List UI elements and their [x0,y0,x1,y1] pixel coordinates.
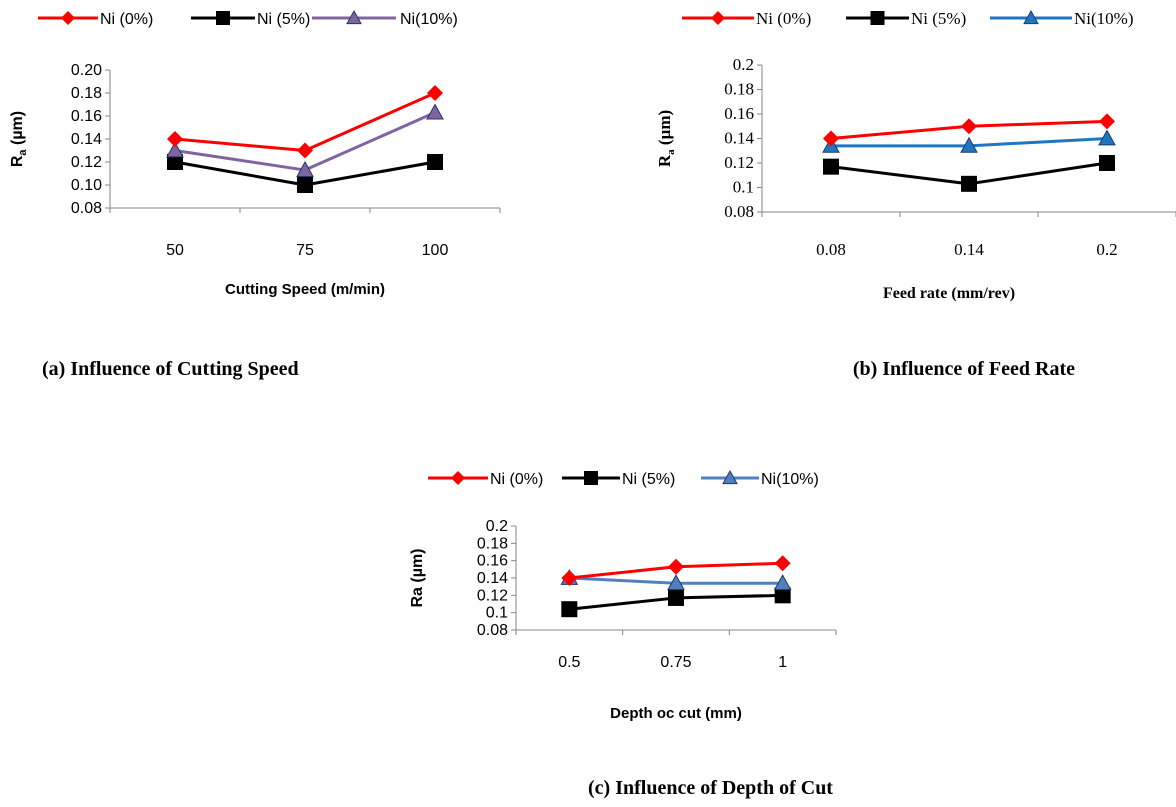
x-axis-title: Feed rate (mm/rev) [883,285,1015,302]
data-point-s1-p2 [774,587,791,604]
legend-marker [216,11,230,25]
y-tick-label: 0.20 [71,62,102,79]
y-tick-label: 0.12 [724,153,754,172]
data-point-s1-p1 [668,589,684,606]
y-axis-title: Ra (µm) [409,549,426,608]
x-tick-label: 75 [296,242,314,259]
y-axis-title-sub: a [17,149,29,156]
y-tick-label: 0.16 [724,104,754,123]
y-tick-label: 0.12 [71,154,102,171]
y-axis-title-main: R [655,154,674,167]
data-point-s0-p2 [774,555,791,572]
x-axis-title: Cutting Speed (m/min) [225,281,385,298]
y-tick-label: 0.08 [477,622,508,639]
data-point-s1-p2 [1099,155,1115,171]
y-axis-title-sub: a [665,149,677,155]
data-point-s2-p1 [296,161,314,177]
legend-label: Ni(10%) [761,471,819,488]
y-axis-title-unit: (µm) [9,111,26,150]
data-point-s2-p2 [1098,129,1116,146]
x-axis-title: Depth oc cut (mm) [610,705,742,722]
data-point-s1-p0 [167,154,183,170]
y-tick-label: 0.1 [733,178,754,197]
legend-label: Ni (0%) [756,9,811,28]
legend-label: Ni (5%) [911,9,966,28]
data-point-s2-p2 [773,574,792,591]
x-tick-label: 0.08 [816,240,846,259]
y-tick-label: 0.2 [733,55,754,74]
y-tick-label: 0.2 [486,518,508,535]
chart-2: 0.080.10.120.140.160.180.2 0.5 0.75 1 Depth … [409,469,837,799]
y-tick-label: 0.14 [724,129,754,148]
data-point-s0-p0 [167,131,183,147]
legend-marker [722,469,738,485]
legend-label: Ni (0%) [490,471,543,488]
data-point-s0-p1 [668,558,684,575]
data-point-s2-p2 [426,103,444,120]
y-tick-label: 0.12 [477,587,508,604]
y-tick-label: 0.08 [71,200,102,217]
y-axis-title-main: Ra (µm) [409,549,426,608]
y-axis-title-unit: (µm) [655,110,674,150]
y-axis-title: Ra (µm) [655,110,677,167]
data-point-s1-p2 [427,154,443,170]
y-tick-label: 0.10 [71,177,102,194]
y-tick-label: 0.16 [71,108,102,125]
data-point-s0-p1 [961,118,977,135]
y-tick-label: 0.18 [71,85,102,102]
data-point-s1-p0 [561,601,578,618]
chart-0: 0.08 0.10 0.12 0.14 0.16 0.18 0.20 50 75 100 Cutti… [9,9,501,380]
legend-label: Ni (5%) [622,471,675,488]
data-point-s2-p0 [166,141,184,158]
legend-marker [61,11,75,25]
x-tick-label: 1 [778,654,787,671]
legend-marker [1023,9,1039,25]
series-line-0 [174,91,436,152]
data-point-s0-p2 [427,85,443,101]
legend-label: Ni(10%) [1074,9,1133,28]
legend-marker [711,11,725,25]
legend-label: Ni (5%) [257,11,310,28]
data-point-s2-p1 [960,136,978,153]
chart-1: 0.08 0.1 0.12 0.14 0.16 0.18 0.2 0.08 0.14 0.2 Fee… [655,9,1176,380]
legend-marker [584,471,598,485]
figure-caption: (c) Influence of Depth of Cut [588,777,833,799]
y-tick-label: 0.16 [477,553,508,570]
y-tick-label: 0.08 [724,202,754,221]
y-axis-title-main: R [9,155,26,167]
legend-marker [870,11,885,25]
figure-caption: (b) Influence of Feed Rate [853,358,1075,380]
y-tick-label: 0.18 [477,535,508,552]
data-point-s0-p0 [561,570,578,586]
figure-caption: (a) Influence of Cutting Speed [42,358,299,380]
x-tick-label: 0.2 [1096,240,1117,259]
data-point-s0-p0 [823,130,839,147]
y-tick-label: 0.14 [71,131,102,148]
data-point-s1-p0 [823,158,839,175]
legend-label: Ni (0%) [100,11,153,28]
y-tick-label: 0.1 [486,605,508,622]
legend-marker [346,9,362,25]
legend-label: Ni(10%) [400,11,458,28]
x-tick-label: 50 [166,242,184,259]
legend-marker [451,471,465,485]
x-tick-label: 100 [422,242,449,259]
y-axis-title: Ra (µm) [9,111,29,167]
y-tick-label: 0.14 [477,570,508,587]
x-tick-label: 0.75 [660,654,691,671]
data-point-s1-p1 [961,175,977,192]
data-point-s0-p2 [1099,113,1115,130]
x-tick-label: 0.14 [954,240,984,259]
data-point-s0-p1 [297,142,313,159]
data-point-s2-p1 [667,574,685,591]
data-point-s1-p1 [297,177,313,193]
y-tick-label: 0.18 [724,80,754,99]
x-tick-label: 0.5 [558,654,580,671]
